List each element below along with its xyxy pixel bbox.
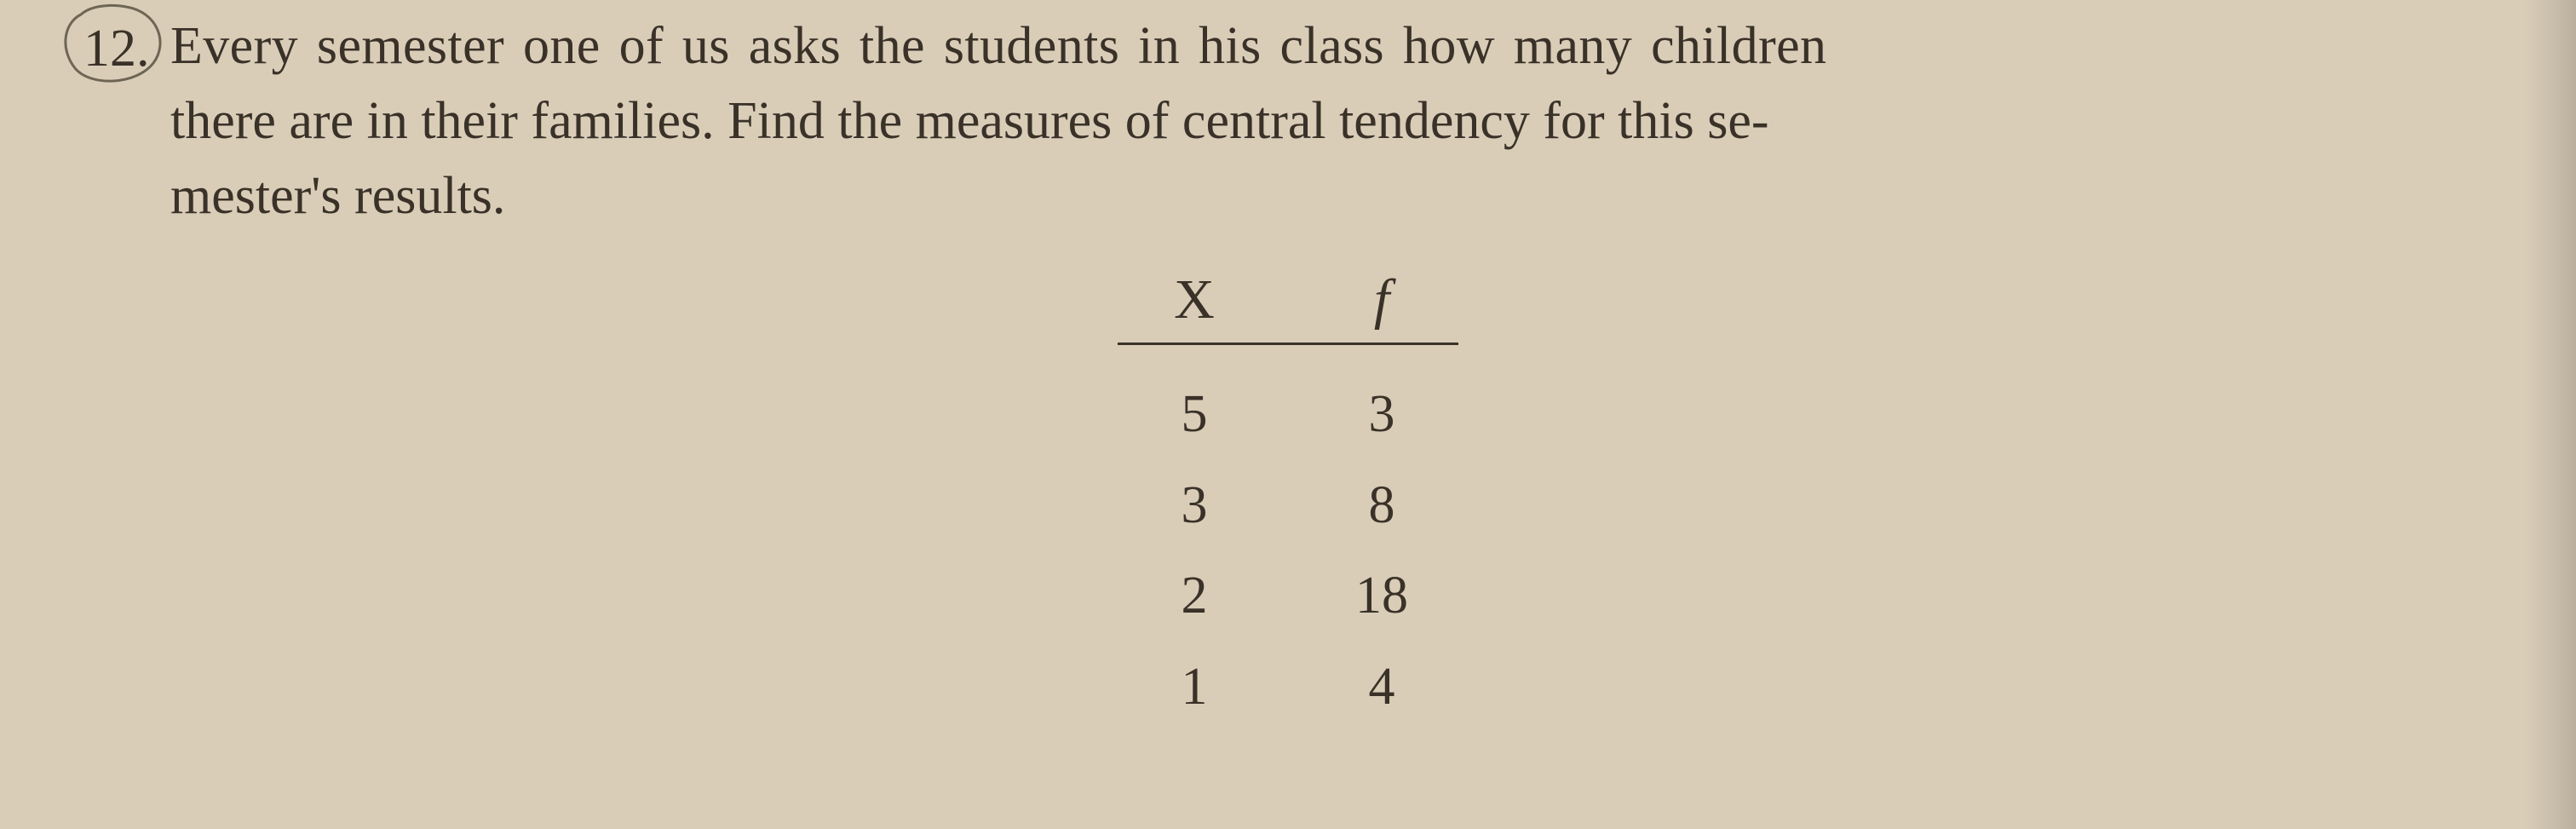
table-header-f: f [1305, 268, 1458, 332]
table-cell-f: 8 [1305, 460, 1458, 551]
table-cell-x: 5 [1118, 369, 1271, 460]
table-row: 3 8 [1118, 460, 1458, 551]
table-cell-f: 18 [1305, 550, 1458, 642]
table-cell-x: 3 [1118, 460, 1271, 551]
problem-number: 12. [83, 20, 150, 78]
table-cell-x: 2 [1118, 550, 1271, 642]
table-cell-x: 1 [1118, 642, 1271, 733]
problem-text-line-3: mester's results. [170, 158, 2474, 233]
problem-number-wrap: 12. [68, 9, 170, 83]
frequency-table-wrap: X f 5 3 3 8 2 18 1 4 [68, 268, 2508, 733]
table-cell-f: 3 [1305, 369, 1458, 460]
problem-text-line-1: Every semester one of us asks the studen… [170, 9, 2474, 83]
table-row: 5 3 [1118, 369, 1458, 460]
table-header-x: X [1118, 268, 1271, 332]
table-row: 2 18 [1118, 550, 1458, 642]
page-container: 12. Every semester one of us asks the st… [0, 0, 2576, 767]
frequency-table: X f 5 3 3 8 2 18 1 4 [1118, 268, 1458, 733]
table-cell-f: 4 [1305, 642, 1458, 733]
table-row: 1 4 [1118, 642, 1458, 733]
table-header-row: X f [1118, 268, 1458, 345]
problem-text-line-2: there are in their families. Find the me… [170, 83, 2474, 158]
problem-block: 12. Every semester one of us asks the st… [68, 9, 2508, 233]
problem-text: Every semester one of us asks the studen… [170, 9, 2508, 233]
